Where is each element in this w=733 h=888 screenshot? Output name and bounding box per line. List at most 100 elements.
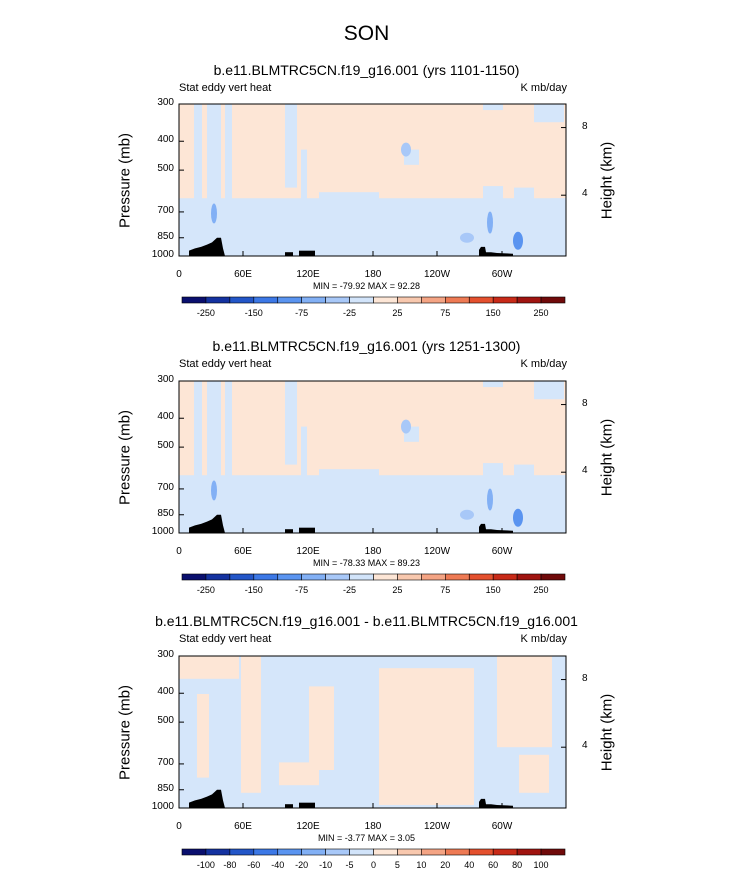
topography [285, 252, 293, 256]
x-tick-label: 180 [364, 546, 382, 557]
colorbar-label: 5 [394, 860, 400, 870]
y-tick-label: 300 [157, 97, 174, 108]
colorbar-label: -5 [345, 860, 354, 870]
height-tick-label: 8 [582, 120, 588, 132]
left-string: Stat eddy vert heat [179, 82, 272, 94]
y-axis-label-right: Height (km) [598, 141, 616, 220]
colorbar-box [540, 296, 566, 304]
left-string: Stat eddy vert heat [179, 633, 272, 645]
negative-anomaly [487, 211, 493, 234]
field-patch [534, 381, 564, 400]
colorbar-box [468, 573, 494, 581]
topography [285, 804, 293, 808]
field-patch [241, 656, 261, 793]
panel-2 [178, 380, 567, 581]
colorbar-box [397, 296, 422, 304]
y-tick-label: 850 [157, 507, 174, 519]
colorbar-label: -20 [295, 860, 309, 870]
x-tick-label: 60E [234, 546, 252, 557]
height-tick-label: 4 [582, 465, 588, 477]
colorbar-label: 250 [533, 585, 549, 595]
colorbar-box [373, 296, 398, 304]
colorbar-box [205, 848, 231, 856]
colorbar-label: 40 [464, 860, 475, 870]
colorbar-label: 250 [533, 308, 549, 318]
colorbar-box [468, 848, 494, 856]
field-patch [194, 104, 202, 256]
colorbar-box [421, 573, 446, 581]
y-tick-label: 850 [157, 782, 174, 794]
y-tick-label: 850 [157, 230, 174, 242]
colorbar-box [325, 296, 350, 304]
field-patch [194, 381, 202, 533]
colorbar-label: -40 [271, 860, 285, 870]
colorbar-box [277, 848, 302, 856]
colorbar-label: -250 [196, 308, 215, 318]
colorbar-label: 150 [485, 308, 501, 318]
field-patch [497, 656, 552, 748]
y-tick-label: 1000 [151, 249, 174, 260]
field-patch [179, 198, 566, 256]
colorbar-label: -250 [196, 585, 215, 595]
figure-title: SON [343, 22, 390, 45]
colorbar-box [540, 848, 566, 856]
colorbar-label: -75 [295, 585, 309, 595]
topography [189, 514, 225, 533]
x-tick-label: 0 [176, 546, 182, 557]
y-tick-label: 700 [157, 481, 174, 493]
y-axis-label: Pressure (mb) [116, 132, 134, 229]
x-tick-label: 180 [364, 821, 382, 832]
x-tick-label: 60E [234, 269, 252, 280]
topography [189, 237, 225, 256]
colorbar-box [349, 296, 374, 304]
topography [299, 527, 315, 533]
x-tick-label: 60W [491, 821, 513, 832]
panel-title: b.e11.BLMTRC5CN.f19_g16.001 - b.e11.BLMT… [155, 613, 578, 629]
negative-anomaly [460, 509, 474, 520]
colorbar-box [277, 573, 302, 581]
panel-3 [178, 655, 567, 856]
negative-anomaly [401, 142, 411, 157]
panel-title: b.e11.BLMTRC5CN.f19_g16.001 (yrs 1251-13… [212, 338, 521, 354]
colorbar-label: -80 [223, 860, 237, 870]
colorbar-box [445, 573, 470, 581]
colorbar-box [421, 296, 446, 304]
height-tick-label: 4 [582, 188, 588, 200]
colorbar-label: -100 [196, 860, 215, 870]
topography [299, 250, 315, 256]
colorbar-label: 20 [440, 860, 451, 870]
colorbar-box [301, 848, 326, 856]
x-tick-label: 120W [423, 821, 451, 832]
colorbar-label: -25 [343, 308, 357, 318]
min-max-label: MIN = -79.92 MAX = 92.28 [312, 281, 421, 291]
colorbar-box [397, 573, 422, 581]
field-patch [301, 426, 307, 503]
colorbar-label: 25 [392, 585, 403, 595]
topography [299, 802, 315, 808]
colorbar-box [277, 296, 302, 304]
colorbar-label: -150 [244, 308, 263, 318]
colorbar-box [181, 848, 207, 856]
colorbar-box [492, 296, 518, 304]
height-tick-label: 8 [582, 672, 588, 684]
colorbar-box [516, 848, 542, 856]
colorbar-label: 150 [485, 585, 501, 595]
colorbar-box [253, 573, 279, 581]
colorbar-box [492, 848, 518, 856]
colorbar-label: 80 [512, 860, 523, 870]
colorbar-box [397, 848, 422, 856]
field-patch [319, 469, 379, 480]
colorbar-box [229, 573, 255, 581]
min-max-label: MIN = -78.33 MAX = 89.23 [312, 558, 421, 568]
field-patch [534, 104, 564, 123]
height-tick-label: 8 [582, 397, 588, 409]
y-tick-label: 500 [157, 440, 174, 452]
topography [285, 529, 293, 533]
y-tick-label: 300 [157, 374, 174, 385]
colorbar-box [229, 296, 255, 304]
field-patch [285, 381, 297, 465]
x-tick-label: 60W [491, 269, 513, 280]
colorbar-box [445, 296, 470, 304]
colorbar-box [181, 573, 207, 581]
